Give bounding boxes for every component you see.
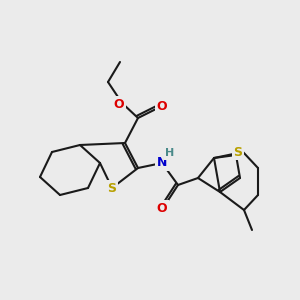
Text: O: O (157, 100, 167, 113)
Text: O: O (157, 202, 167, 214)
Text: H: H (165, 148, 175, 158)
Text: S: S (233, 146, 242, 158)
Text: S: S (107, 182, 116, 194)
Text: N: N (157, 157, 167, 169)
Text: O: O (114, 98, 124, 110)
